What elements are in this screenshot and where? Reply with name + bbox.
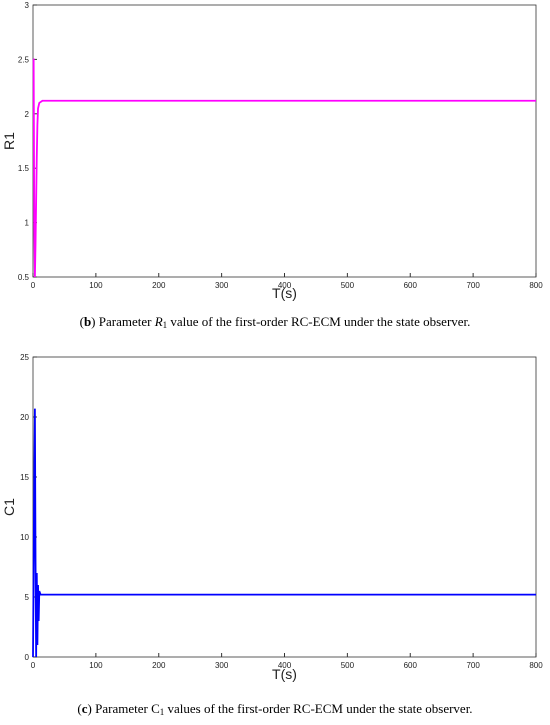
caption-part: values of the first-order RC-ECM under t… [164,701,472,716]
y-tick-label: 0 [25,653,30,662]
plot-frame [32,4,537,278]
data-line [32,58,536,278]
caption: (c) Parameter C1 values of the first-ord… [77,701,472,717]
x-tick-label: 0 [31,661,36,670]
caption-part: ) Parameter [91,314,155,329]
y-axis-label: C1 [1,498,17,516]
x-tick-label: 100 [89,661,103,670]
caption-part: c [82,701,88,716]
x-tick-label: 0 [31,281,36,290]
caption-part: 1 [163,320,168,330]
x-tick-label: 500 [341,661,355,670]
x-axis-label: T(s) [272,285,297,301]
x-tick-label: 700 [466,281,480,290]
caption-part: b [84,314,91,329]
y-tick-label: 2 [25,110,30,119]
caption-part: ( [80,314,84,329]
y-tick-label: 15 [20,473,29,482]
x-tick-label: 200 [152,661,166,670]
x-tick-label: 800 [529,661,543,670]
caption: (b) Parameter R1 value of the first-orde… [80,314,471,330]
x-tick-label: 400 [278,661,292,670]
y-tick-label: 1.5 [18,164,30,173]
caption-part: R [154,314,163,329]
y-tick-label: 5 [25,593,30,602]
y-tick-label: 20 [20,413,29,422]
caption-part: ) Parameter C [88,701,160,716]
x-tick-label: 300 [215,661,229,670]
y-tick-label: 2.5 [18,55,30,64]
x-axis-label: T(s) [272,666,297,682]
y-tick-label: 3 [25,1,30,10]
x-tick-label: 200 [152,281,166,290]
y-axis-label: R1 [1,132,17,150]
caption-part: 1 [160,707,165,717]
data-line [32,408,536,658]
y-tick-label: 10 [20,533,29,542]
y-tick-label: 1 [25,219,30,228]
y-tick-label: 0.5 [18,273,30,282]
x-tick-label: 600 [404,281,418,290]
x-tick-label: 800 [529,281,543,290]
x-tick-label: 400 [278,281,292,290]
x-tick-label: 300 [215,281,229,290]
plot-frame [32,356,537,658]
y-tick-label: 25 [20,353,29,362]
caption-part: value of the first-order RC-ECM under th… [167,314,470,329]
caption-part: ( [77,701,81,716]
x-tick-label: 700 [466,661,480,670]
x-tick-label: 600 [404,661,418,670]
x-tick-label: 500 [341,281,355,290]
x-tick-label: 100 [89,281,103,290]
